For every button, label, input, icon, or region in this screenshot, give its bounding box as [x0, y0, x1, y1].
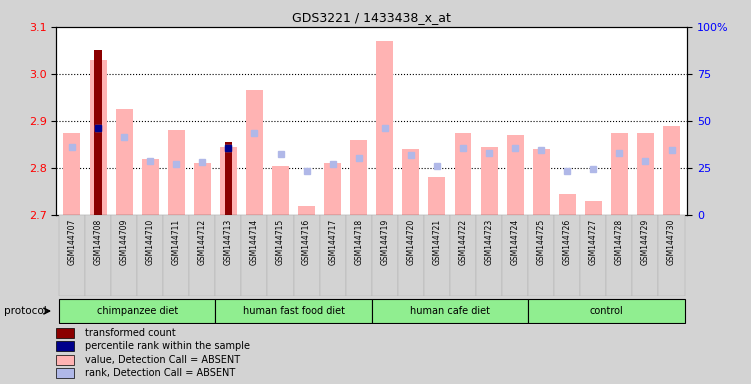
Text: GSM144724: GSM144724: [511, 219, 520, 265]
Text: GSM144729: GSM144729: [641, 219, 650, 265]
Text: human fast food diet: human fast food diet: [243, 306, 345, 316]
Bar: [606, 215, 632, 296]
Bar: [528, 215, 554, 296]
Bar: [663, 126, 680, 215]
Bar: [225, 142, 232, 215]
Bar: [137, 215, 163, 296]
Text: GSM144728: GSM144728: [615, 219, 624, 265]
Text: GSM144719: GSM144719: [380, 219, 389, 265]
Bar: [372, 215, 398, 296]
Bar: [320, 215, 345, 296]
Bar: [554, 215, 581, 296]
Text: GSM144720: GSM144720: [406, 219, 415, 265]
Bar: [637, 133, 654, 215]
Text: transformed count: transformed count: [85, 328, 176, 338]
Text: GSM144718: GSM144718: [354, 219, 363, 265]
Bar: [345, 215, 372, 296]
Text: human cafe diet: human cafe diet: [410, 306, 490, 316]
Text: GSM144712: GSM144712: [198, 219, 207, 265]
Bar: [450, 215, 476, 296]
Text: GSM144717: GSM144717: [328, 219, 337, 265]
Bar: [194, 163, 211, 215]
Text: value, Detection Call = ABSENT: value, Detection Call = ABSENT: [85, 355, 240, 365]
Bar: [528, 299, 685, 323]
Bar: [220, 147, 237, 215]
Bar: [189, 215, 216, 296]
Text: GSM144730: GSM144730: [667, 219, 676, 265]
Bar: [56, 355, 74, 364]
Text: GSM144726: GSM144726: [562, 219, 572, 265]
Bar: [476, 215, 502, 296]
Text: GSM144707: GSM144707: [68, 219, 77, 265]
Bar: [116, 109, 133, 215]
Text: GSM144723: GSM144723: [484, 219, 493, 265]
Text: protocol: protocol: [4, 306, 47, 316]
Bar: [85, 215, 111, 296]
Text: chimpanzee diet: chimpanzee diet: [97, 306, 178, 316]
Bar: [216, 299, 372, 323]
Text: GSM144708: GSM144708: [94, 219, 103, 265]
Bar: [246, 90, 263, 215]
Bar: [507, 135, 523, 215]
Bar: [632, 215, 659, 296]
Text: rank, Detection Call = ABSENT: rank, Detection Call = ABSENT: [85, 368, 235, 378]
Text: GSM144715: GSM144715: [276, 219, 285, 265]
Bar: [64, 133, 80, 215]
Bar: [372, 299, 528, 323]
Text: GSM144727: GSM144727: [589, 219, 598, 265]
Bar: [585, 201, 602, 215]
Bar: [167, 131, 185, 215]
Text: GSM144711: GSM144711: [172, 219, 181, 265]
Text: percentile rank within the sample: percentile rank within the sample: [85, 341, 250, 351]
Text: GSM144710: GSM144710: [146, 219, 155, 265]
Bar: [56, 328, 74, 338]
Bar: [481, 147, 497, 215]
Bar: [376, 41, 394, 215]
Bar: [59, 299, 216, 323]
Bar: [267, 215, 294, 296]
Bar: [659, 215, 685, 296]
Bar: [89, 60, 107, 215]
Bar: [454, 133, 472, 215]
Text: GSM144721: GSM144721: [433, 219, 442, 265]
Bar: [272, 166, 289, 215]
Bar: [111, 215, 137, 296]
Bar: [428, 177, 445, 215]
Bar: [163, 215, 189, 296]
Text: GSM144725: GSM144725: [537, 219, 546, 265]
Bar: [216, 215, 241, 296]
Text: GSM144722: GSM144722: [458, 219, 467, 265]
Bar: [532, 149, 550, 215]
Text: GDS3221 / 1433438_x_at: GDS3221 / 1433438_x_at: [292, 12, 451, 25]
Bar: [294, 215, 320, 296]
Bar: [502, 215, 528, 296]
Bar: [142, 159, 158, 215]
Bar: [350, 140, 367, 215]
Text: control: control: [590, 306, 623, 316]
Bar: [581, 215, 606, 296]
Text: GSM144713: GSM144713: [224, 219, 233, 265]
Bar: [403, 149, 419, 215]
Bar: [56, 368, 74, 378]
Text: GSM144716: GSM144716: [302, 219, 311, 265]
Bar: [324, 163, 341, 215]
Bar: [398, 215, 424, 296]
Bar: [94, 50, 102, 215]
Bar: [559, 194, 576, 215]
Bar: [56, 341, 74, 351]
Text: GSM144714: GSM144714: [250, 219, 259, 265]
Bar: [241, 215, 267, 296]
Bar: [298, 205, 315, 215]
Bar: [59, 215, 85, 296]
Bar: [424, 215, 450, 296]
Text: GSM144709: GSM144709: [119, 219, 128, 265]
Bar: [611, 133, 628, 215]
